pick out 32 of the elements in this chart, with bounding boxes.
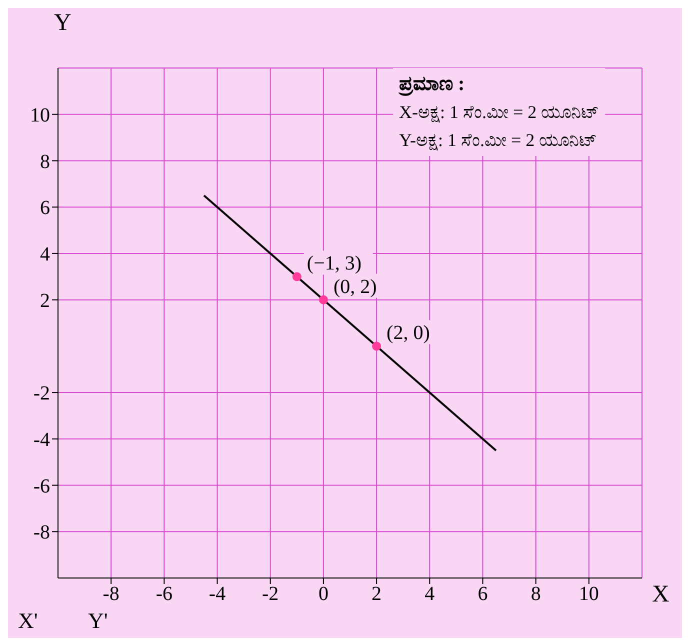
x-axis-title: X — [652, 582, 670, 608]
x-tick-label: 8 — [530, 583, 541, 606]
x-tick-label: 6 — [478, 583, 488, 606]
y-tick-label: -6 — [33, 475, 50, 498]
annotation: Y-ಅಕ್ಷ: 1 ಸೆಂ.ಮೀ = 2 ಯೂನಿಟ್ — [399, 129, 598, 152]
text: Y' — [88, 608, 108, 634]
x-tick-label: -8 — [102, 583, 120, 606]
text: X' — [18, 608, 38, 634]
point — [292, 272, 302, 282]
data-label: (−1, 3) — [306, 252, 362, 275]
x-tick-label: -6 — [156, 583, 173, 606]
data-label: (2, 0) — [386, 322, 430, 344]
x-tick-label: -2 — [262, 583, 279, 606]
point — [372, 342, 382, 351]
x-tick-label: 10 — [578, 583, 599, 606]
y-tick-label: -2 — [33, 382, 50, 405]
annotation: X-ಅಕ್ಷ: 1 ಸೆಂ.ಮೀ = 2 ಯೂನಿಟ್ — [399, 101, 600, 124]
data-label: (0, 2) — [333, 276, 377, 298]
annotation: ಪ್ರಮಾಣ : — [399, 72, 466, 98]
x-tick-label: -4 — [208, 583, 226, 606]
y-tick-label: 4 — [40, 244, 50, 266]
y-tick-label: 6 — [40, 197, 50, 220]
y-tick-label: 10 — [30, 104, 50, 126]
y-tick-label: -8 — [33, 522, 50, 544]
x-tick-label: 4 — [424, 583, 435, 606]
y-tick-label: -4 — [33, 429, 50, 452]
x-tick-label: 2 — [372, 583, 382, 606]
x-tick-label: 0 — [318, 583, 328, 606]
point — [318, 295, 328, 304]
y-axis-title: Y — [54, 10, 72, 37]
y-tick-label: 8 — [40, 150, 50, 173]
y-tick-label: 2 — [40, 290, 50, 312]
